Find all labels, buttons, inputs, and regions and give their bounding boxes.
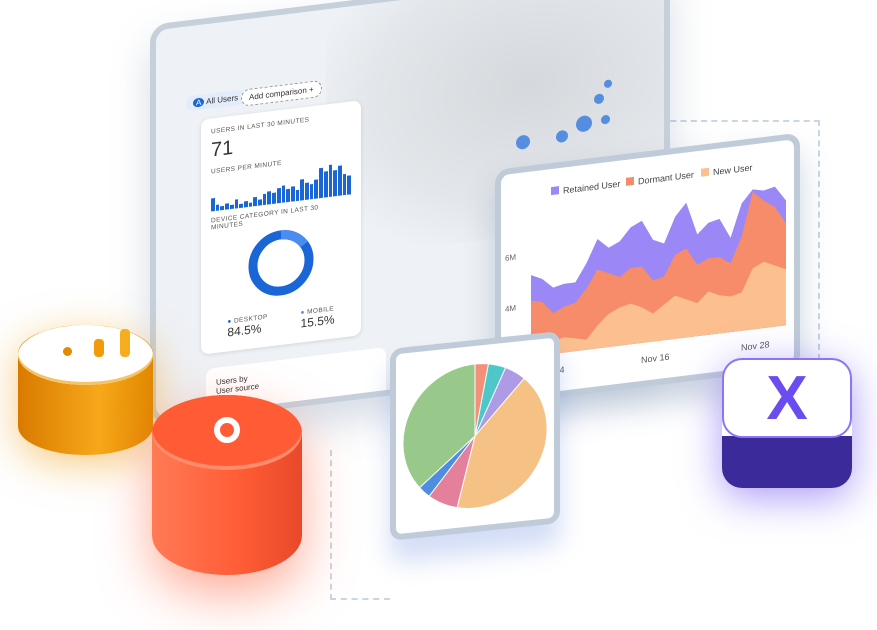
per-minute-bar [319,167,323,199]
x-tick-label: Nov 28 [741,339,769,352]
x-tick-label: Nov 16 [641,352,669,365]
legend-swatch [701,167,709,177]
per-minute-bar [272,192,276,205]
per-minute-bar [220,205,225,211]
per-minute-bar [290,186,295,202]
per-minute-bar [286,189,290,203]
legend-swatch [626,176,634,186]
map-marker [594,93,604,105]
legend-swatch [551,186,559,196]
per-minute-bar [225,202,229,210]
per-minute-bar [243,200,248,208]
realtime-card: USERS IN LAST 30 MINUTES 71 USERS PER MI… [201,100,361,355]
per-minute-bar [295,190,300,202]
per-minute-bar [323,171,328,198]
per-minute-bar [267,191,272,205]
per-minute-bar [281,185,286,203]
connector-line [660,120,820,360]
per-minute-bar [262,194,267,206]
per-minute-bar [253,197,258,207]
brand-x-logo: X [722,358,852,488]
per-minute-bar [314,179,319,199]
pie-slice [402,363,476,489]
per-minute-bar [211,198,215,212]
per-minute-bar [309,184,314,200]
hubspot-logo [152,395,302,575]
pie-slice [456,377,548,509]
google-analytics-logo [18,325,153,455]
mobile-value: 15.5% [300,312,335,331]
per-minute-bar [215,204,220,211]
analytics-dashboard: A All Users Add comparison + USERS IN LA… [150,0,670,425]
map-marker [604,79,612,89]
pie-chart-panel [390,331,560,541]
donut-mobile [248,230,314,296]
per-minute-bar [248,202,253,207]
map-marker [516,134,530,151]
per-minute-bar [234,199,239,209]
per-minute-bar [305,182,309,200]
legend-item: Dormant User [626,170,694,187]
brand-logo-mark: X [722,358,852,438]
per-minute-bar [333,170,337,197]
segment-avatar: A [193,97,205,108]
legend-label: New User [713,162,752,177]
device-donut [248,230,314,296]
y-tick-label: 4M [505,303,516,313]
segment-chip[interactable]: A All Users [186,89,246,112]
y-tick-label: 6M [505,253,516,263]
per-minute-bar [328,164,333,198]
per-minute-bar [337,165,342,196]
pie-chart [402,363,548,509]
add-comparison-button[interactable]: Add comparison + [241,79,322,107]
legend-label: Retained User [563,179,620,196]
per-minute-bar [239,203,243,209]
per-minute-bar [276,188,281,204]
per-minute-bar [342,173,347,196]
segment-label: All Users [206,93,239,107]
area-new-user [531,261,786,357]
per-minute-bar [347,175,352,195]
map-marker [576,114,592,133]
per-minute-bar [300,178,305,201]
legend-item: Retained User [551,179,620,196]
map-marker [556,129,568,144]
per-minute-bar [229,204,234,210]
map-marker [601,114,610,125]
connector-line [330,450,390,600]
legend-label: Dormant User [638,170,694,187]
legend-item: New User [701,162,752,177]
per-minute-bar [258,198,262,206]
